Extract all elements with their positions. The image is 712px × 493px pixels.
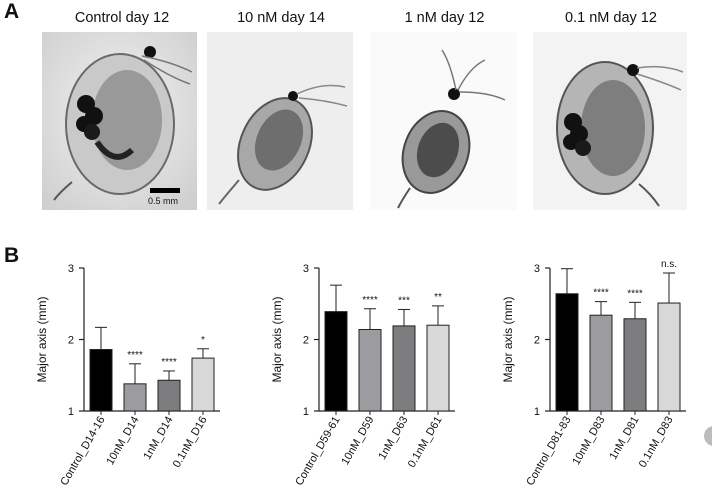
y-tick-label: 3: [534, 263, 540, 275]
significance-label: ****: [627, 288, 643, 299]
daphnia-photo-1nm-day-12: [370, 32, 517, 210]
category-label: 10nM_D14: [104, 415, 141, 468]
significance-label: ****: [362, 295, 378, 306]
bar: [426, 324, 450, 412]
bar: [589, 314, 613, 412]
y-tick-label: 2: [534, 335, 540, 347]
photo-label-10nm-day-14: 10 nM day 14: [237, 10, 325, 26]
category-label: 0.1nM_D83: [637, 415, 676, 470]
category-label: 10nM_D59: [339, 415, 376, 468]
y-axis-label: Major axis (mm): [35, 296, 49, 382]
scale-bar: [150, 188, 180, 193]
bar: [358, 328, 382, 412]
decorative-circle: [704, 426, 712, 446]
bar: [123, 383, 147, 412]
category-label: 10nM_D83: [570, 415, 607, 468]
bar: [191, 357, 215, 412]
significance-label: ****: [161, 357, 177, 368]
category-label: 0.1nM_D61: [406, 415, 445, 470]
bar: [555, 293, 579, 412]
daphnia-photo-control-day-12: [42, 32, 197, 210]
bar-chart-d14-16: Major axis (mm) 1 2 3 Control_D14-16 **** 10nM…: [35, 263, 220, 488]
y-tick-label: 3: [68, 263, 74, 275]
daphnia-photo-0-1nm-day-12: [533, 32, 687, 210]
panel-b-letter: B: [4, 244, 20, 267]
y-axis-label: Major axis (mm): [501, 296, 515, 382]
bar: [657, 302, 681, 412]
significance-label: ***: [398, 295, 410, 306]
bar: [623, 318, 647, 412]
category-label: 1nM_D14: [141, 415, 175, 462]
photo-label-0-1nm-day-12: 0.1 nM day 12: [565, 10, 657, 26]
scale-bar-label: 0.5 mm: [148, 196, 179, 206]
category-label: 0.1nM_D16: [171, 415, 210, 470]
bar: [89, 349, 113, 412]
category-label: Control_D81-83: [524, 415, 573, 488]
y-tick-label: 1: [68, 406, 74, 418]
category-label: 1nM_D81: [607, 415, 641, 462]
category-label: Control_D14-16: [58, 415, 107, 488]
y-tick-label: 2: [68, 335, 74, 347]
significance-label: n.s.: [661, 259, 677, 270]
y-tick-label: 1: [303, 406, 309, 418]
panel-a-letter: A: [4, 0, 20, 23]
significance-label: *: [201, 335, 205, 346]
y-tick-label: 3: [303, 263, 309, 275]
photo-label-1nm-day-12: 1 nM day 12: [404, 10, 485, 26]
significance-label: ****: [593, 288, 609, 299]
bar-chart-d59-63: Major axis (mm) 1 2 3 Control_D59-61 **** 10nM…: [270, 263, 455, 488]
bar-chart-d81-83: Major axis (mm) 1 2 3 Control_D81-83 **** 10nM…: [501, 259, 686, 488]
y-axis-label: Major axis (mm): [270, 296, 284, 382]
bar: [392, 325, 416, 412]
y-tick-label: 1: [534, 406, 540, 418]
daphnia-photo-10nm-day-14: [207, 32, 353, 210]
significance-label: ****: [127, 350, 143, 361]
y-tick-label: 2: [303, 335, 309, 347]
photo-label-control-day-12: Control day 12: [74, 10, 170, 26]
significance-label: **: [434, 292, 442, 303]
category-label: 1nM_D63: [376, 415, 410, 462]
bar: [324, 311, 348, 412]
category-label: Control_D59-61: [293, 415, 342, 488]
bar: [157, 379, 181, 412]
